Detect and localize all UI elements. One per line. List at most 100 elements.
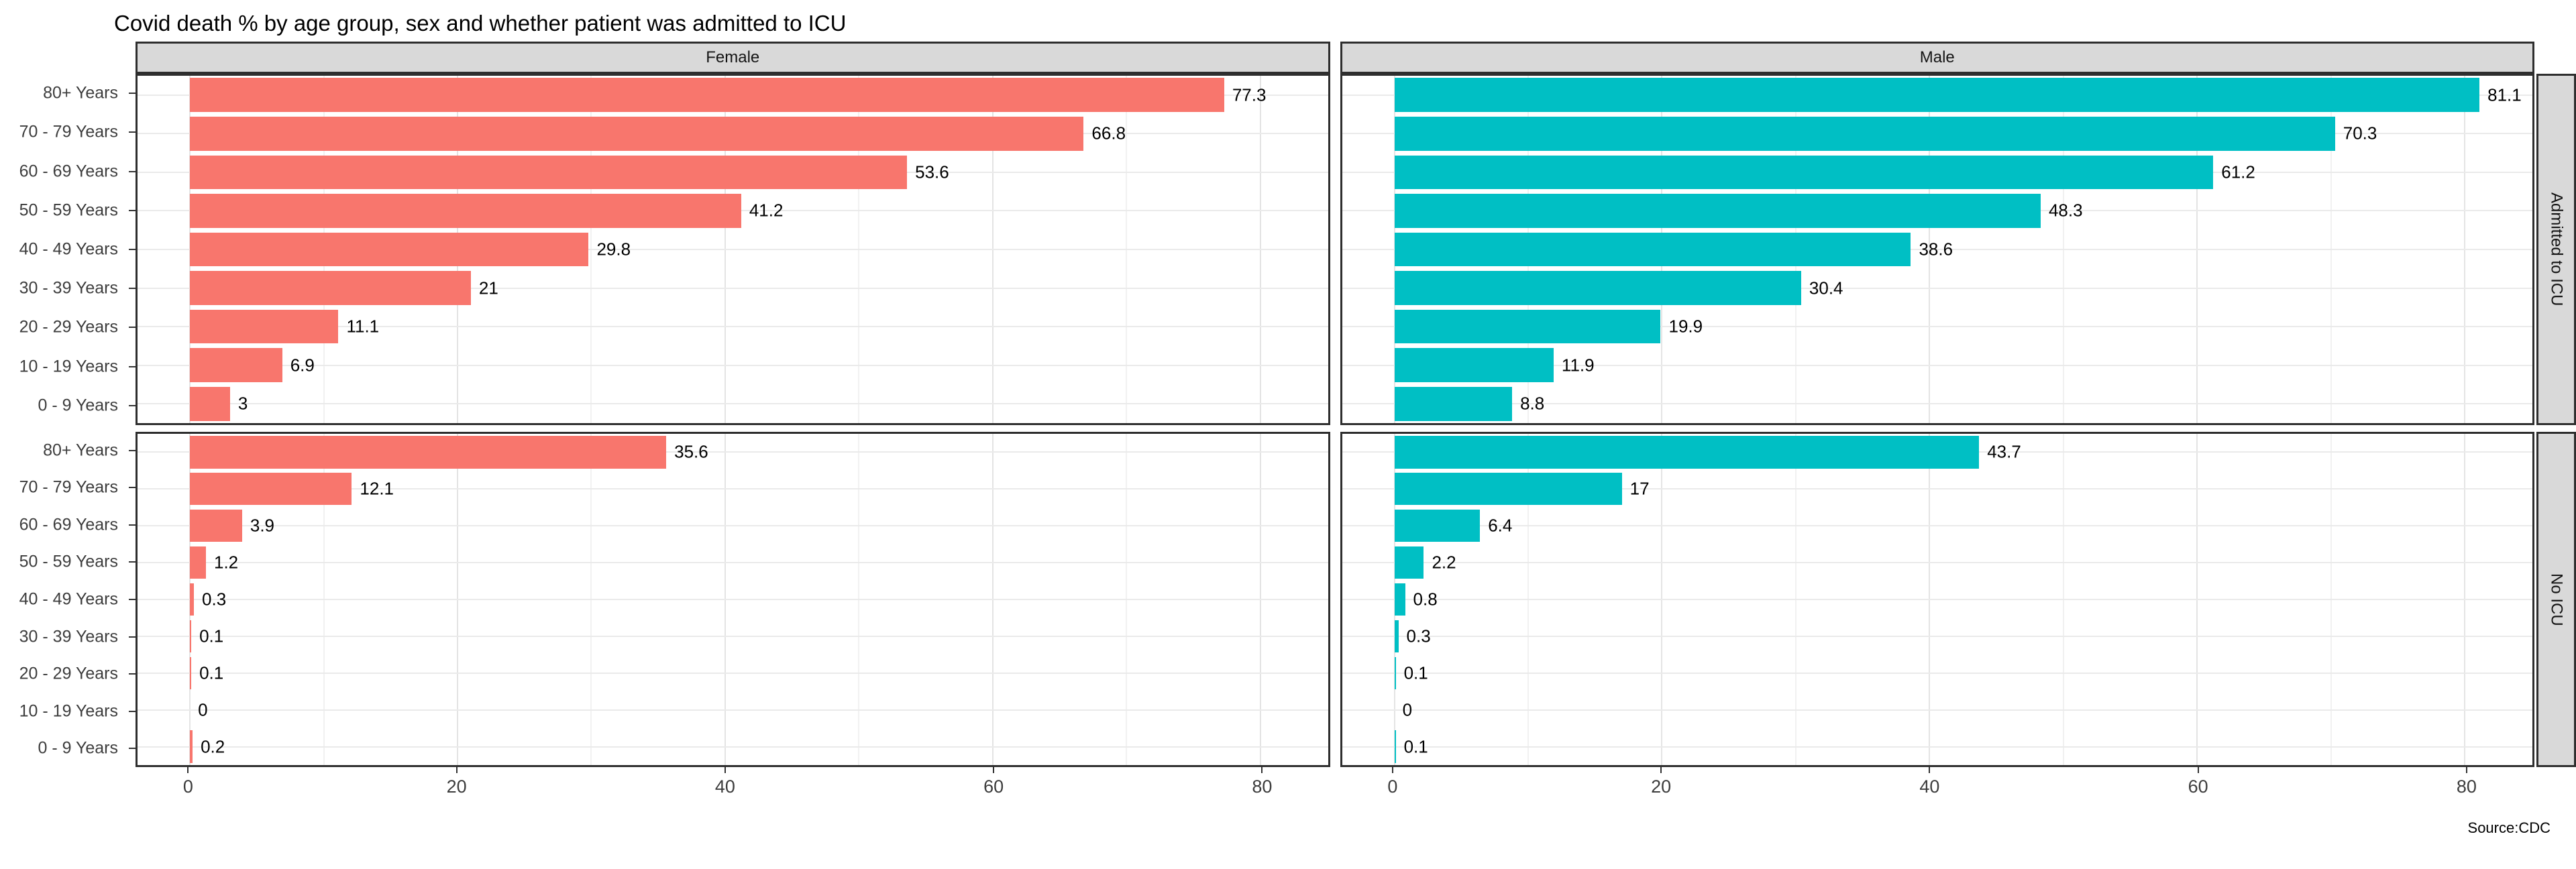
y-axis-tick-label: 50 - 59 Years xyxy=(19,552,118,571)
gridline-horizontal xyxy=(1342,599,2532,600)
bar-value-label: 30.4 xyxy=(1809,278,1843,298)
x-axis-female: 0 20 40 60 80 xyxy=(136,767,1330,803)
bar-value-label: 3.9 xyxy=(250,515,275,536)
bar-value-label: 6.9 xyxy=(290,355,315,375)
facet-strip-no-icu-label: No ICU xyxy=(2547,573,2566,626)
bar-value-label: 48.3 xyxy=(2048,200,2083,221)
bar xyxy=(1394,155,2214,190)
bar xyxy=(1394,386,1513,421)
bar xyxy=(1394,78,2480,113)
y-axis-tick-label: 80+ Years xyxy=(43,441,118,460)
gridline-horizontal xyxy=(1342,525,2532,527)
gridline-horizontal xyxy=(1342,488,2532,490)
bar xyxy=(190,194,741,228)
bar-value-label: 0.3 xyxy=(1406,626,1431,646)
bar xyxy=(190,730,193,763)
bar-value-label: 0.1 xyxy=(199,626,224,646)
bar xyxy=(190,386,230,421)
bar xyxy=(190,117,1084,151)
bar xyxy=(1394,194,2041,228)
bar-value-label: 6.4 xyxy=(1488,515,1513,536)
x-axis-tick-label: 20 xyxy=(1651,776,1672,797)
bar-value-label: 19.9 xyxy=(1668,316,1703,337)
bar-value-label: 66.8 xyxy=(1091,123,1126,143)
source-caption: Source:CDC xyxy=(2467,819,2551,836)
y-axis-tick xyxy=(129,636,136,638)
bar-value-label: 41.2 xyxy=(749,200,784,221)
bar-value-label: 0 xyxy=(198,699,208,720)
bar xyxy=(190,656,192,689)
y-axis-tick xyxy=(129,599,136,600)
y-axis-tick xyxy=(129,249,136,250)
y-axis-tick xyxy=(129,404,136,406)
y-axis-tick xyxy=(129,170,136,172)
bar-value-label: 21 xyxy=(478,278,498,298)
y-axis-tick-label: 80+ Years xyxy=(43,83,118,103)
bar-value-label: 11.9 xyxy=(1561,355,1595,375)
gridline-horizontal xyxy=(138,403,1328,405)
bar-value-label: 53.6 xyxy=(915,162,949,182)
facet-grid: Female Male 80+ Years 70 - 79 Years 60 - 6… xyxy=(0,42,2576,837)
y-axis-tick-label: 60 - 69 Years xyxy=(19,515,118,534)
bar xyxy=(1394,348,1554,382)
y-axis-tick-label: 20 - 29 Years xyxy=(19,664,118,683)
x-axis-tick xyxy=(993,767,995,773)
panel-male-no-icu: 43.7 17 6.4 2.2 0.8 0.3 0.1 0 0.1 xyxy=(1340,432,2534,767)
y-axis-tick xyxy=(129,449,136,451)
y-axis-tick-label: 40 - 49 Years xyxy=(19,589,118,609)
y-axis-tick xyxy=(129,561,136,563)
panel-female-no-icu: 35.6 12.1 3.9 1.2 0.3 0.1 0.1 0 0.2 xyxy=(136,432,1330,767)
x-axis-tick-label: 80 xyxy=(1252,776,1273,797)
gridline-horizontal xyxy=(138,249,1328,250)
y-axis-tick-label: 20 - 29 Years xyxy=(19,317,118,337)
y-axis-icu-row: 80+ Years 70 - 79 Years 60 - 69 Years 50 - … xyxy=(0,74,136,425)
x-axis-tick-label: 60 xyxy=(2188,776,2208,797)
y-axis-tick xyxy=(129,131,136,133)
facet-strip-female: Female xyxy=(136,42,1330,74)
y-axis-tick xyxy=(129,748,136,750)
bar xyxy=(1394,620,1399,653)
bar-value-label: 81.1 xyxy=(2487,84,2522,105)
x-axis-tick xyxy=(724,767,726,773)
facet-strip-male: Male xyxy=(1340,42,2534,74)
x-axis-tick xyxy=(187,767,189,773)
bar-value-label: 35.6 xyxy=(674,441,708,462)
y-axis-tick xyxy=(129,93,136,95)
bar xyxy=(1394,309,1661,344)
bar-value-label: 38.6 xyxy=(1919,239,1953,259)
gridline-horizontal xyxy=(138,287,1328,289)
y-axis-tick-label: 0 - 9 Years xyxy=(38,738,118,758)
bar-value-label: 12.1 xyxy=(360,478,394,499)
bar-value-label: 0.1 xyxy=(199,662,224,683)
y-axis-tick-label: 60 - 69 Years xyxy=(19,162,118,181)
y-axis-tick xyxy=(129,710,136,712)
facet-strip-admitted-icu: Admitted to ICU xyxy=(2536,74,2576,425)
y-axis-tick-label: 30 - 39 Years xyxy=(19,278,118,298)
x-axis-tick-label: 0 xyxy=(1387,776,1398,797)
bar xyxy=(190,436,667,469)
gridline-horizontal xyxy=(138,709,1328,711)
bar xyxy=(1394,232,1911,267)
gridline-horizontal xyxy=(1342,562,2532,564)
y-axis-tick-label: 70 - 79 Years xyxy=(19,477,118,497)
y-axis-tick-label: 30 - 39 Years xyxy=(19,627,118,646)
bar xyxy=(190,510,242,542)
x-axis-tick-label: 0 xyxy=(182,776,193,797)
y-axis-tick xyxy=(129,524,136,526)
gridline-horizontal xyxy=(1342,709,2532,711)
bar xyxy=(1394,473,1622,506)
x-axis-tick-label: 60 xyxy=(983,776,1004,797)
y-axis-tick-label: 40 - 49 Years xyxy=(19,239,118,259)
bar xyxy=(190,348,282,382)
gridline-horizontal xyxy=(138,635,1328,637)
bar xyxy=(190,232,589,267)
bar xyxy=(190,309,339,344)
y-axis-no-icu-row: 80+ Years 70 - 79 Years 60 - 69 Years 50 - … xyxy=(0,432,136,767)
chart-title: Covid death % by age group, sex and whet… xyxy=(114,11,847,36)
bar xyxy=(1394,271,1801,305)
bar-value-label: 0.3 xyxy=(202,589,227,610)
bar-value-label: 0.8 xyxy=(1413,589,1438,610)
y-axis-tick-label: 50 - 59 Years xyxy=(19,200,118,220)
bar-value-label: 11.1 xyxy=(346,316,380,337)
bar xyxy=(190,271,471,305)
